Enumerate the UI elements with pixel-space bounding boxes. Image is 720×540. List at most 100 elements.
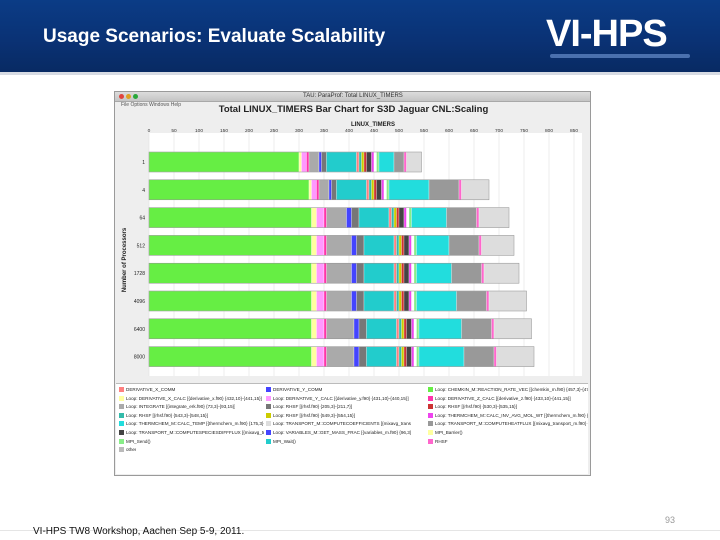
bar-segment[interactable] — [351, 263, 357, 284]
bar-segment[interactable] — [408, 290, 412, 312]
bar-segment[interactable] — [356, 235, 365, 256]
maximize-icon[interactable] — [133, 94, 138, 99]
bar-segment[interactable] — [406, 346, 412, 367]
bar-segment[interactable] — [388, 207, 392, 228]
window-titlebar[interactable]: TAU: ParaProf: Total LINUX_TIMERS — [115, 92, 590, 102]
bar-segment[interactable] — [316, 346, 325, 367]
bar-segment[interactable] — [316, 263, 325, 284]
bar-segment[interactable] — [396, 263, 400, 284]
bar-segment[interactable] — [398, 207, 405, 228]
bar-segment[interactable] — [316, 207, 325, 228]
bar-segment[interactable] — [363, 235, 395, 256]
bar-segment[interactable] — [408, 235, 412, 256]
bar-segment[interactable] — [346, 207, 352, 228]
bar-segment[interactable] — [331, 179, 337, 200]
bar-segment[interactable] — [396, 318, 400, 339]
bar-segment[interactable] — [148, 263, 312, 284]
bar-segment[interactable] — [418, 318, 462, 339]
bar-segment[interactable] — [298, 151, 302, 173]
bar-segment[interactable] — [458, 179, 462, 200]
bar-segment[interactable] — [358, 318, 367, 339]
bar-segment[interactable] — [481, 235, 515, 256]
bar-segment[interactable] — [411, 207, 447, 228]
bar-segment[interactable] — [351, 207, 360, 228]
bar-segment[interactable] — [403, 290, 410, 312]
bar-segment[interactable] — [488, 290, 527, 312]
bar-segment[interactable] — [398, 318, 402, 339]
bar-segment[interactable] — [403, 346, 407, 367]
bar-segment[interactable] — [408, 207, 412, 228]
bar-segment[interactable] — [326, 207, 347, 228]
bar-segment[interactable] — [363, 263, 395, 284]
bar-segment[interactable] — [428, 179, 460, 200]
bar-segment[interactable] — [478, 235, 482, 256]
bar-segment[interactable] — [413, 318, 417, 339]
bar-segment[interactable] — [311, 207, 317, 228]
bar-segment[interactable] — [396, 207, 400, 228]
bar-segment[interactable] — [408, 263, 412, 284]
bar-segment[interactable] — [413, 235, 417, 256]
bar-segment[interactable] — [401, 290, 405, 312]
bar-segment[interactable] — [403, 207, 407, 228]
bar-segment[interactable] — [336, 179, 367, 200]
bar-segment[interactable] — [476, 207, 480, 228]
bar-segment[interactable] — [413, 263, 417, 284]
bar-segment[interactable] — [148, 290, 312, 312]
bar-segment[interactable] — [378, 151, 395, 173]
bar-segment[interactable] — [368, 179, 372, 200]
bar-segment[interactable] — [416, 318, 420, 339]
bar-segment[interactable] — [311, 179, 317, 200]
bar-segment[interactable] — [401, 263, 405, 284]
bar-segment[interactable] — [401, 235, 405, 256]
bar-segment[interactable] — [148, 151, 300, 173]
bar-segment[interactable] — [486, 290, 490, 312]
bar-segment[interactable] — [316, 318, 325, 339]
bar-segment[interactable] — [456, 290, 487, 312]
bar-segment[interactable] — [323, 318, 327, 339]
bar-segment[interactable] — [323, 263, 327, 284]
bar-segment[interactable] — [328, 179, 332, 200]
bar-segment[interactable] — [461, 318, 492, 339]
bar-segment[interactable] — [481, 263, 485, 284]
bar-segment[interactable] — [358, 346, 367, 367]
bar-segment[interactable] — [326, 151, 357, 173]
bar-segment[interactable] — [316, 179, 320, 200]
bar-segment[interactable] — [451, 263, 482, 284]
bar-segment[interactable] — [148, 207, 312, 228]
bar-segment[interactable] — [403, 263, 410, 284]
bar-segment[interactable] — [416, 263, 452, 284]
bar-segment[interactable] — [351, 290, 357, 312]
bar-segment[interactable] — [416, 290, 457, 312]
bar-segment[interactable] — [446, 207, 477, 228]
bar-segment[interactable] — [353, 346, 360, 367]
bar-segment[interactable] — [316, 235, 325, 256]
window-menubar[interactable]: File Options Windows Help — [121, 102, 182, 108]
bar-segment[interactable] — [366, 179, 370, 200]
bar-segment[interactable] — [406, 151, 422, 173]
bar-segment[interactable] — [311, 290, 317, 312]
bar-segment[interactable] — [461, 179, 490, 200]
bar-segment[interactable] — [416, 235, 450, 256]
bar-segment[interactable] — [321, 151, 327, 173]
bar-segment[interactable] — [406, 318, 412, 339]
bar-segment[interactable] — [148, 346, 312, 367]
bar-segment[interactable] — [401, 346, 405, 367]
bar-segment[interactable] — [398, 263, 402, 284]
bar-segment[interactable] — [366, 346, 397, 367]
bar-segment[interactable] — [311, 346, 317, 367]
bar-segment[interactable] — [318, 179, 330, 200]
bar-segment[interactable] — [373, 151, 377, 173]
bar-segment[interactable] — [311, 263, 317, 284]
bar-segment[interactable] — [326, 235, 352, 256]
bar-segment[interactable] — [373, 179, 377, 200]
bar-segment[interactable] — [301, 151, 307, 173]
bar-segment[interactable] — [396, 346, 400, 367]
bar-segment[interactable] — [356, 263, 365, 284]
bar-segment[interactable] — [363, 290, 395, 312]
bar-segment[interactable] — [148, 235, 312, 256]
bar-segment[interactable] — [418, 346, 465, 367]
bar-segment[interactable] — [351, 235, 357, 256]
bar-segment[interactable] — [483, 263, 520, 284]
bar-segment[interactable] — [383, 179, 387, 200]
bar-segment[interactable] — [361, 151, 365, 173]
